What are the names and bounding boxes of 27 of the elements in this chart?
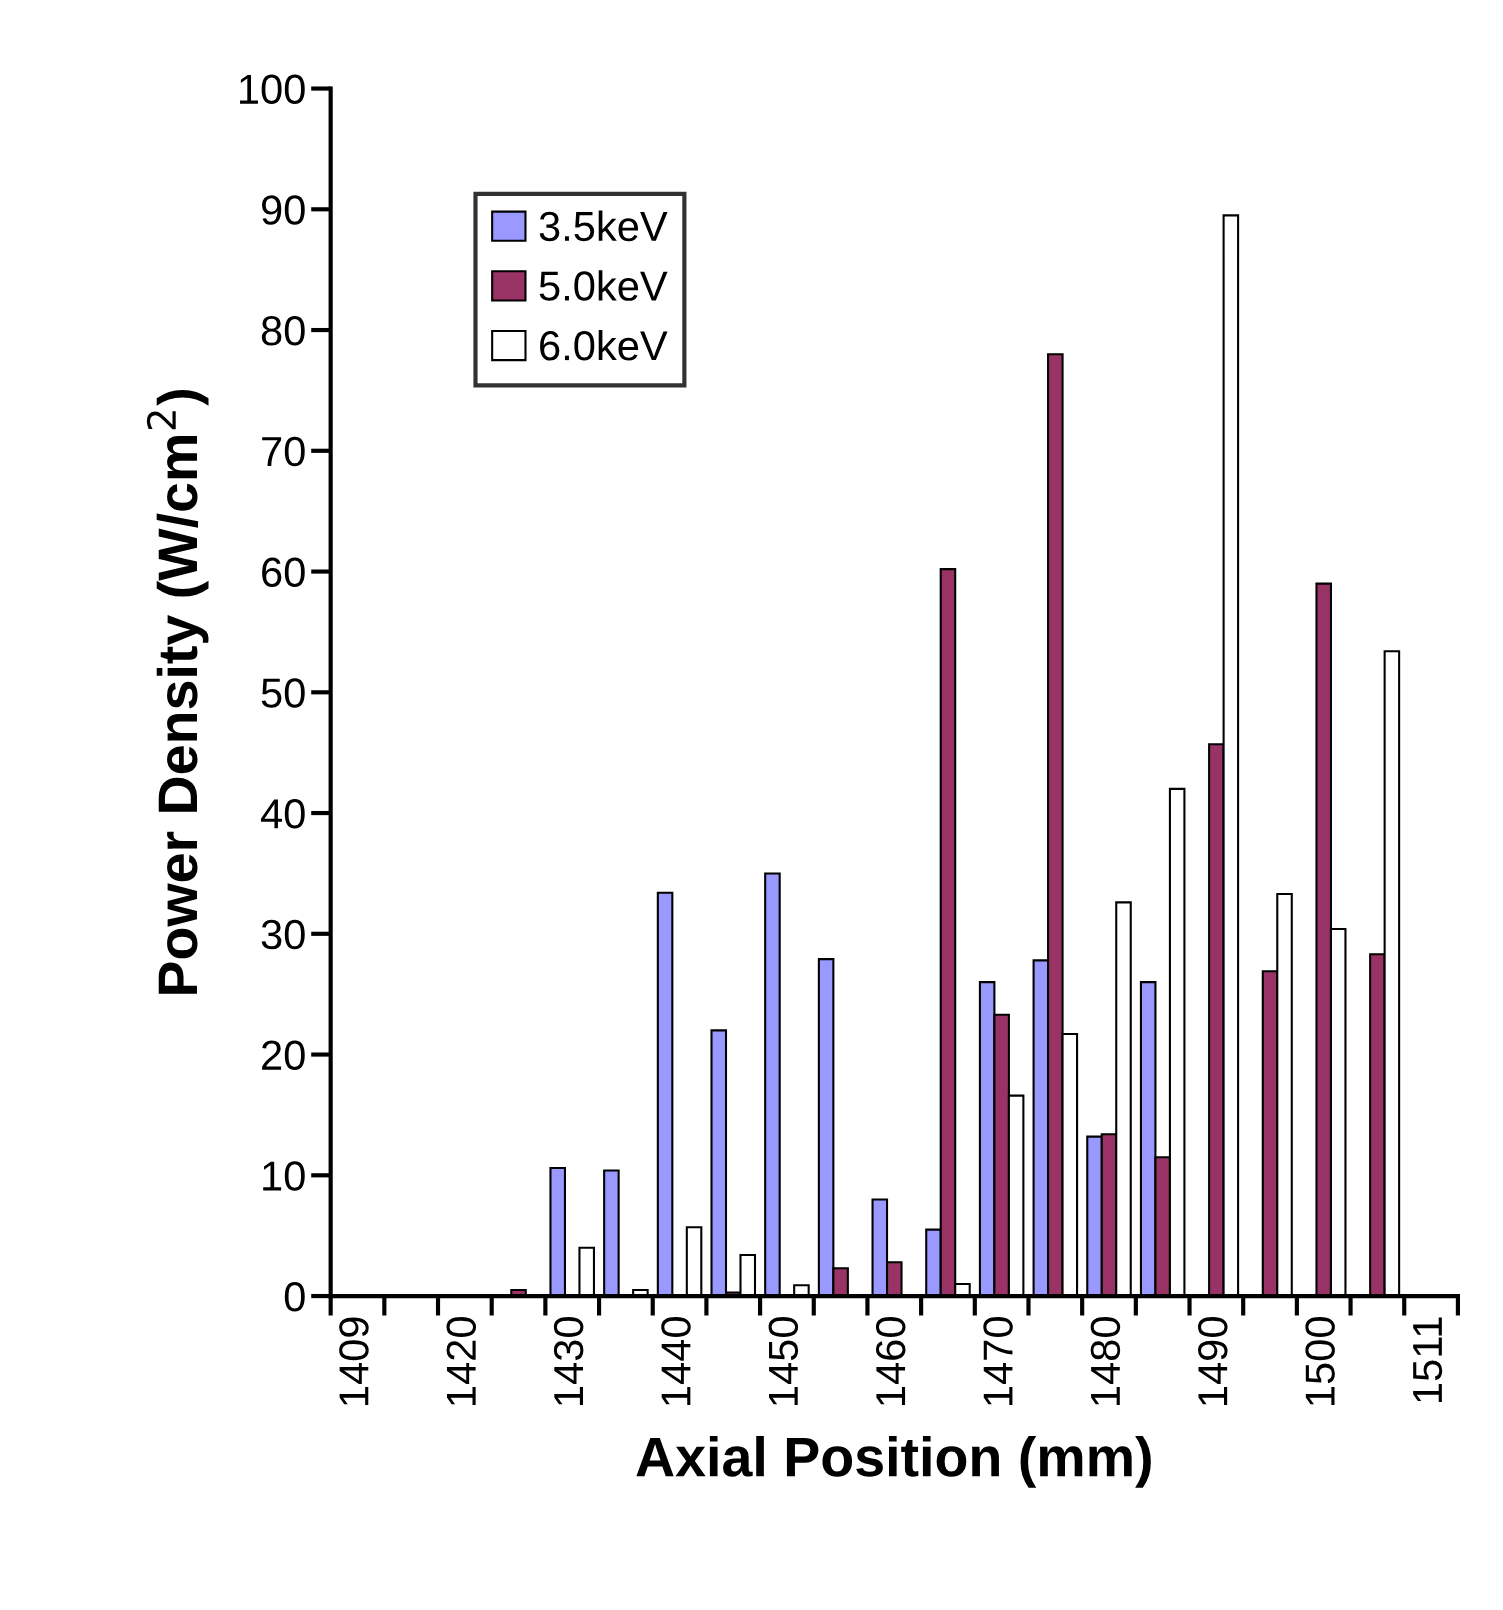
y-tick-label: 10 — [263, 1161, 305, 1191]
x-tick-label: 1440 — [661, 1317, 691, 1405]
y-axis-title: Power Density (W/cm$^{2}$) — [146, 390, 209, 994]
y-tick-label: 40 — [260, 799, 305, 829]
y-tick-label: 100 — [240, 74, 305, 105]
x-tick-label: 1511 — [1413, 1317, 1443, 1402]
x-tick-label: 1450 — [768, 1317, 799, 1405]
x-tick-label: 1490 — [1198, 1317, 1228, 1405]
y-tick-label: 20 — [262, 1040, 305, 1071]
legend-label: 6.0keV — [540, 329, 668, 361]
x-axis-title: Axial Position (mm) — [636, 1435, 1151, 1488]
y-tick-label: 30 — [261, 919, 305, 950]
x-tick-label: 1470 — [983, 1317, 1013, 1405]
x-tick-label: 1500 — [1305, 1317, 1335, 1405]
y-tick-label: 60 — [262, 557, 305, 588]
y-tick-label: 90 — [261, 195, 305, 225]
y-tick-label: 70 — [262, 436, 305, 467]
legend-label: 3.5keV — [539, 210, 668, 242]
x-tick-label: 1409 — [339, 1317, 369, 1405]
x-tick-label: 1480 — [1090, 1317, 1121, 1405]
y-tick-label: 80 — [261, 316, 305, 346]
x-tick-label: 1420 — [446, 1317, 477, 1405]
y-tick-label: 0 — [284, 1282, 305, 1312]
x-tick-label: 1460 — [875, 1317, 906, 1405]
y-tick-label: 50 — [261, 678, 305, 708]
legend-label: 5.0keV — [539, 270, 668, 301]
x-tick-label: 1430 — [553, 1317, 584, 1405]
